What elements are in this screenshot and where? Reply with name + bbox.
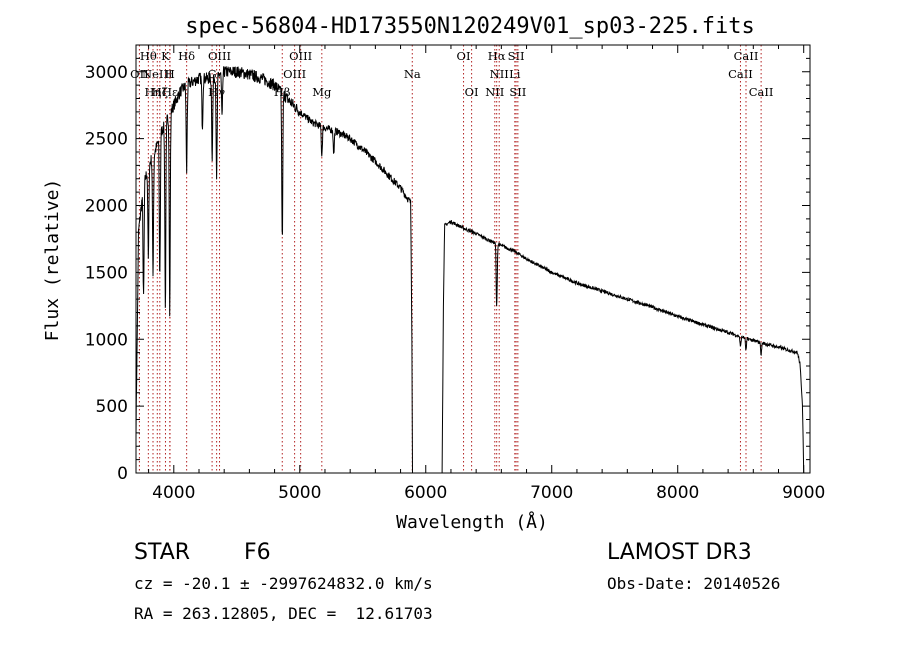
line-marker-label: OIII [289, 49, 312, 63]
chart-title: spec-56804-HD173550N120249V01_sp03-225.f… [185, 14, 755, 39]
y-tick-label: 3000 [85, 63, 128, 83]
line-markers: OIIHθHηNeIIIHζKHHεHδGHγOIIIHβOIIIOIIIMgN… [130, 45, 773, 473]
line-marker-label: OIII [283, 67, 306, 81]
redshift-line: cz = -20.1 ± -2997624832.0 km/s [134, 574, 433, 593]
x-tick-label: 9000 [782, 483, 825, 503]
axis-ticks: 4000 5000 6000 7000 8000 9000 0 500 1000 1500 2000… [85, 45, 825, 503]
line-marker-label: K [161, 49, 170, 63]
y-axis-label: Flux (relative) [42, 179, 63, 342]
y-tick-label: 1500 [85, 263, 128, 283]
line-marker-label: Hη [145, 85, 162, 99]
obs-date: Obs-Date: 20140526 [607, 574, 781, 593]
line-marker-label: NII [485, 85, 504, 99]
line-marker-label: G [207, 67, 216, 81]
line-marker-label: OII [130, 67, 149, 81]
line-marker-label: CaII [749, 85, 774, 99]
object-type: STAR [134, 540, 191, 565]
line-marker-label: CaII [734, 49, 759, 63]
survey-name: LAMOST DR3 [607, 540, 752, 565]
y-tick-label: 500 [96, 397, 128, 417]
line-marker-label: SII [509, 85, 526, 99]
x-tick-label: 7000 [530, 483, 573, 503]
line-marker-label: OI [457, 49, 471, 63]
line-marker-label: Hα [488, 49, 506, 63]
plot-frame [135, 44, 811, 474]
line-marker-label: Mg [312, 85, 332, 99]
x-tick-label: 4000 [152, 483, 195, 503]
line-marker-label: CaII [728, 67, 753, 81]
y-tick-label: 1000 [85, 330, 128, 350]
line-marker-label: NeIII [142, 67, 173, 81]
y-tick-label: 2500 [85, 130, 128, 150]
line-marker-label: NII [490, 67, 509, 81]
line-marker-label: OI [465, 85, 479, 99]
y-tick-label: 0 [117, 464, 128, 484]
x-tick-label: 6000 [404, 483, 447, 503]
line-marker-label: Hε [162, 85, 178, 99]
x-tick-label: 5000 [278, 483, 321, 503]
y-tick-label: 2000 [85, 197, 128, 217]
line-marker-label: Hθ [140, 49, 157, 63]
line-marker-label: OIII [208, 49, 231, 63]
x-axis-label: Wavelength (Å) [396, 511, 548, 533]
line-marker-label: Li [509, 67, 521, 81]
line-marker-label: Hζ [152, 85, 168, 99]
line-marker-label: SII [508, 49, 525, 63]
spectral-subclass: F6 [244, 540, 271, 565]
coordinates: RA = 263.12805, DEC = 12.61703 [134, 604, 433, 623]
line-marker-label: Na [404, 67, 421, 81]
spectrum-line [135, 66, 805, 474]
x-tick-label: 8000 [656, 483, 699, 503]
line-marker-label: Hδ [178, 49, 195, 63]
